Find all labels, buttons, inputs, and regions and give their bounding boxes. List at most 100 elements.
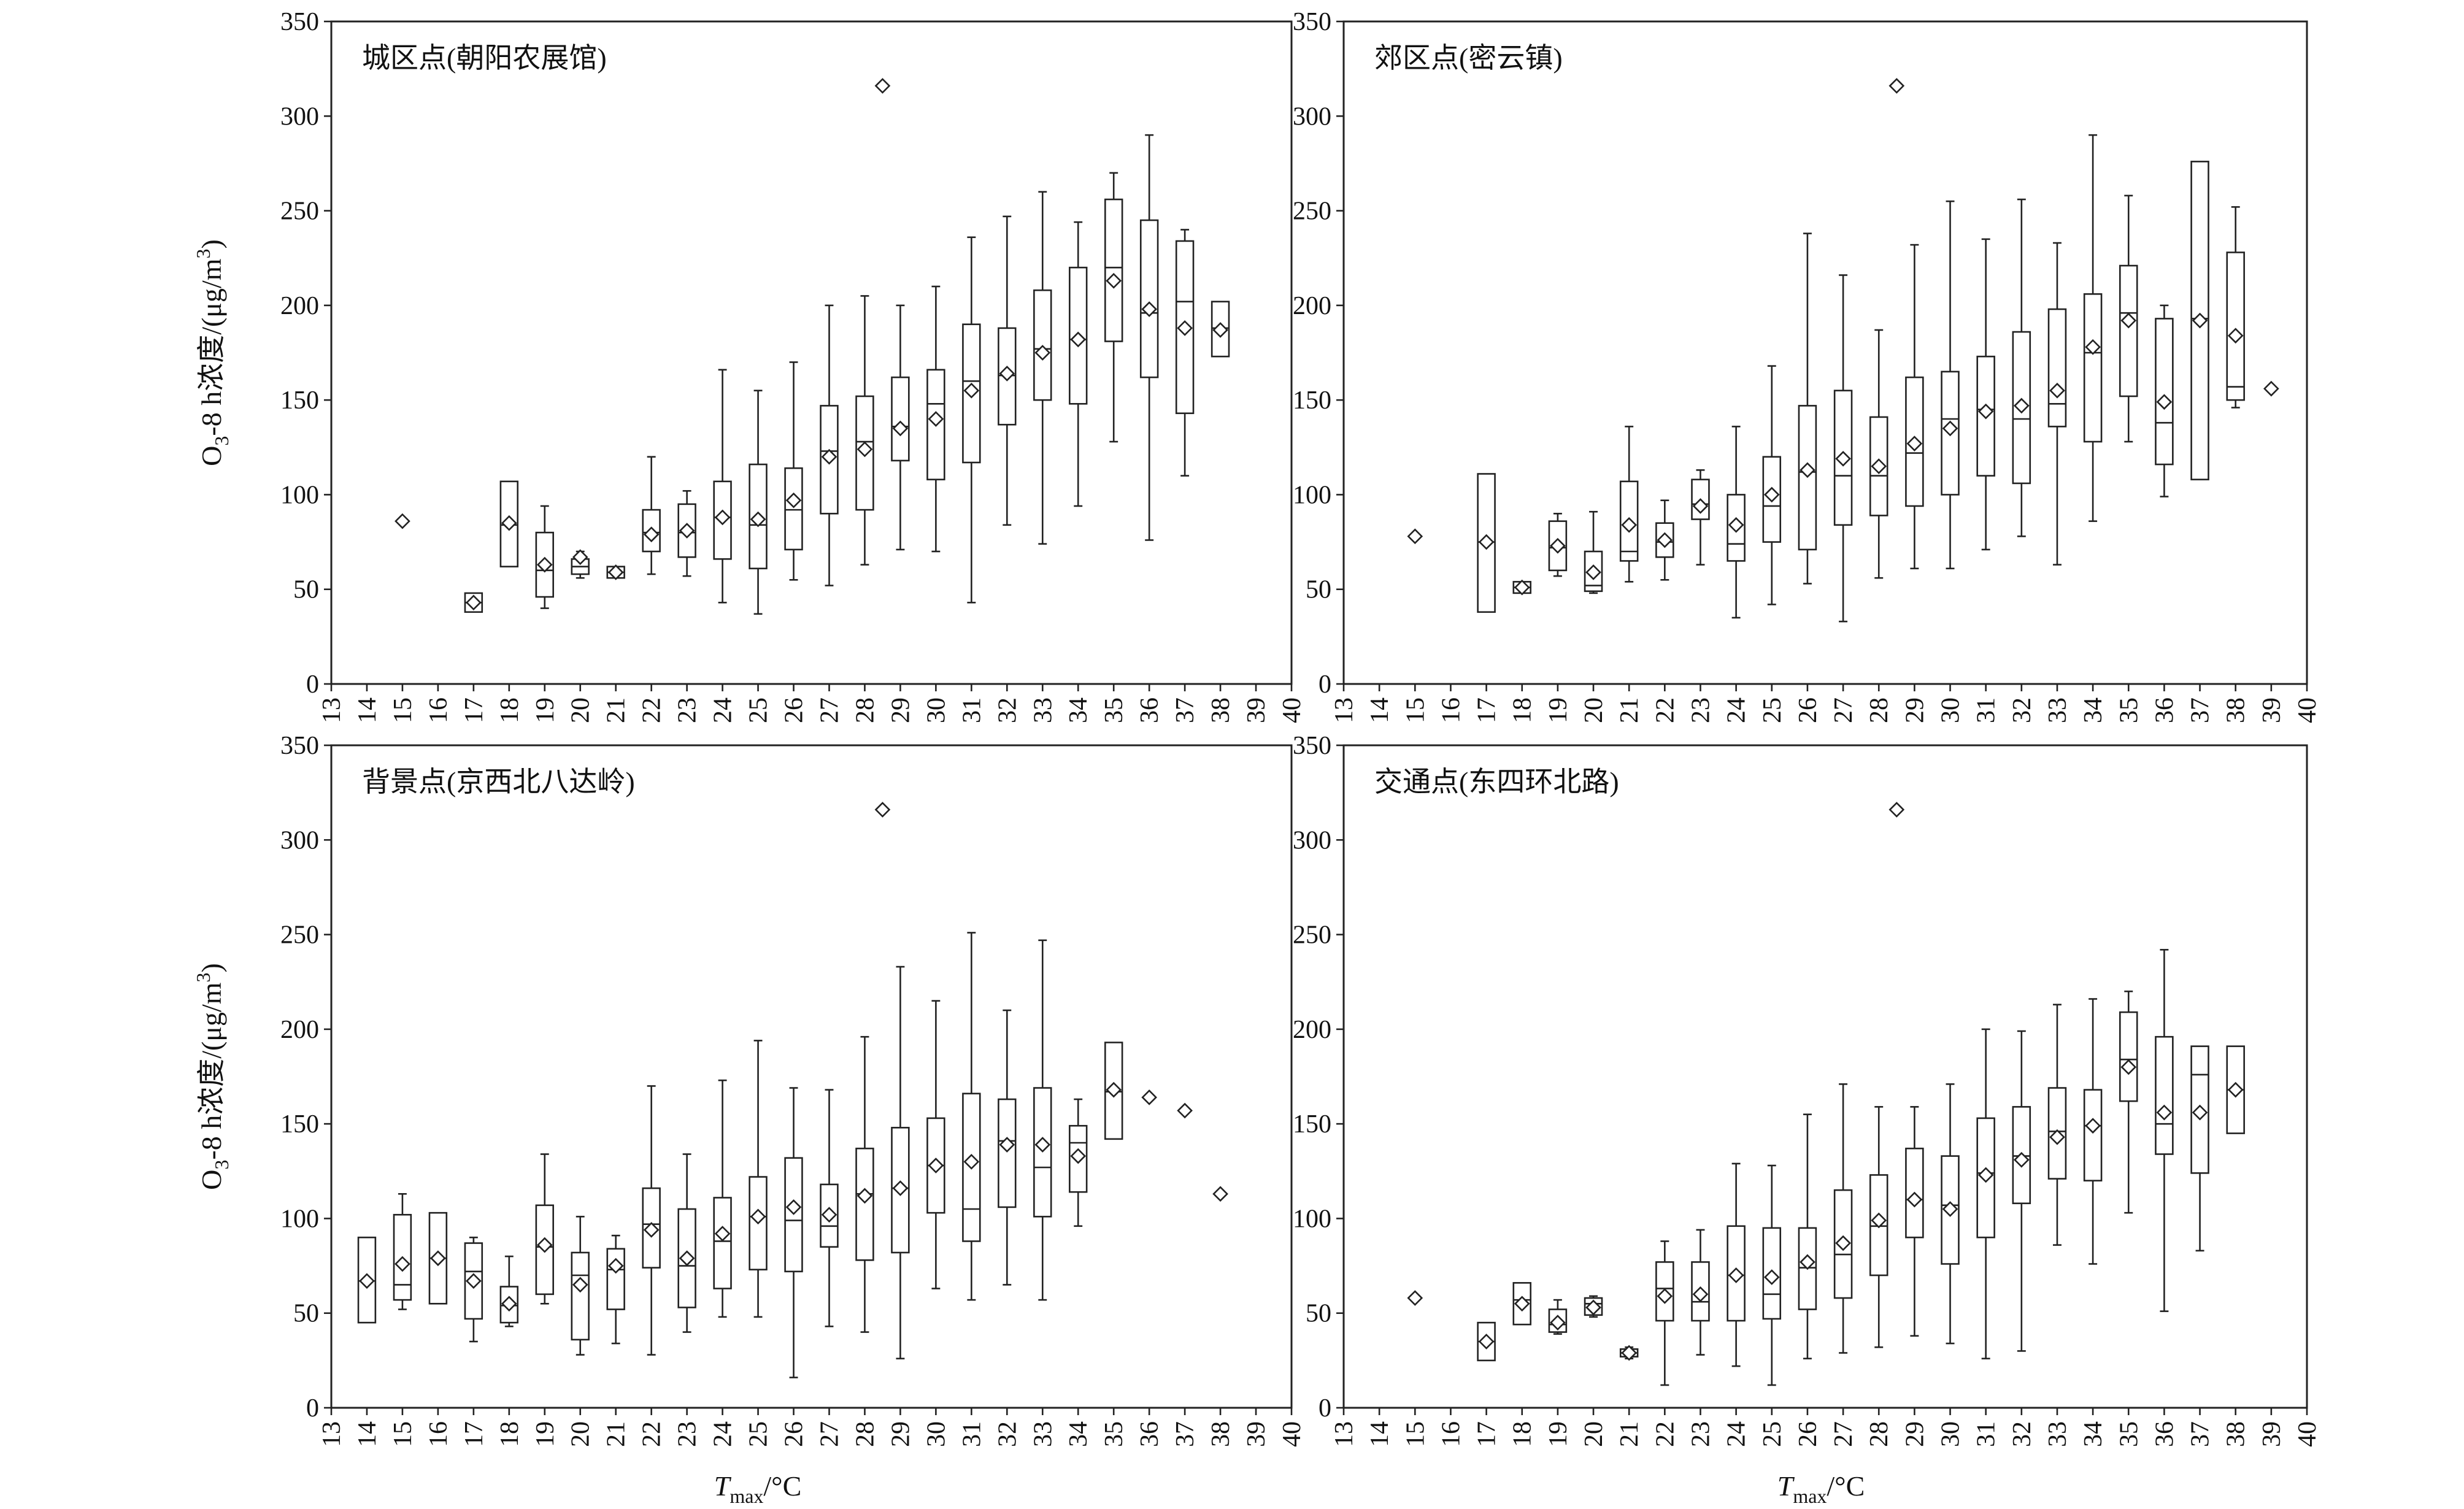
x-tick-label: 17 bbox=[460, 1421, 488, 1447]
box-plot-item bbox=[1941, 200, 1960, 570]
mean-marker bbox=[2192, 1104, 2208, 1121]
mean-marker bbox=[395, 1256, 410, 1272]
iqr-box bbox=[2119, 264, 2138, 397]
box-plot-item bbox=[571, 1216, 590, 1356]
x-tick-label: 27 bbox=[1830, 697, 1858, 723]
mean-marker bbox=[2013, 1151, 2030, 1168]
x-tick-label: 23 bbox=[674, 697, 702, 723]
x-tick-label: 31 bbox=[958, 697, 986, 723]
box-plot-item bbox=[1619, 426, 1639, 583]
x-tick-label: 23 bbox=[674, 1421, 702, 1447]
iqr-box bbox=[464, 1242, 483, 1320]
x-tick-label: 16 bbox=[425, 1421, 453, 1447]
box-plot-item bbox=[1691, 1229, 1710, 1356]
x-tick-label: 35 bbox=[2115, 1421, 2143, 1447]
mean-marker bbox=[1407, 528, 1423, 545]
x-tick-label: 31 bbox=[1973, 697, 2001, 723]
x-tick-label: 15 bbox=[389, 1421, 417, 1447]
x-tick-label: 33 bbox=[2044, 697, 2072, 723]
iqr-box bbox=[571, 1251, 590, 1341]
panel-title: 交通点(东四环北路) bbox=[1374, 766, 1619, 797]
mean-marker bbox=[928, 1158, 944, 1173]
x-tick-label: 16 bbox=[425, 697, 453, 723]
mean-marker bbox=[1692, 498, 1709, 514]
box-plot-item bbox=[1548, 1299, 1568, 1335]
box-plot-item bbox=[2226, 206, 2245, 409]
x-tick-label: 30 bbox=[1937, 697, 1965, 723]
mean-marker bbox=[643, 526, 660, 543]
x-tick-label: 26 bbox=[1794, 697, 1822, 723]
x-tick-label: 21 bbox=[1615, 1421, 1644, 1447]
box-plot-item bbox=[2263, 380, 2279, 397]
x-tick-label: 19 bbox=[531, 697, 560, 723]
box-plot-item bbox=[1584, 510, 1603, 594]
y-tick-label: 150 bbox=[280, 1110, 319, 1138]
box-plot-item bbox=[998, 215, 1017, 526]
x-tick-label: 39 bbox=[1242, 697, 1271, 723]
box-plot-item bbox=[926, 285, 945, 553]
x-tick-label: 23 bbox=[1687, 1421, 1715, 1447]
x-tick-label: 40 bbox=[2293, 697, 2322, 723]
x-axis-title-right: Tmax/°C bbox=[1777, 1470, 1865, 1507]
x-tick-label: 38 bbox=[2222, 697, 2250, 723]
mean-marker bbox=[679, 1250, 695, 1267]
mean-marker bbox=[1763, 1269, 1780, 1285]
box-plot-item bbox=[428, 1211, 448, 1305]
x-tick-label: 18 bbox=[496, 697, 524, 723]
y-tick-label: 300 bbox=[280, 102, 319, 131]
x-tick-label: 13 bbox=[1330, 697, 1358, 723]
x-tick-label: 20 bbox=[567, 1421, 595, 1447]
box-plot-item bbox=[2119, 194, 2138, 443]
box-plot-item bbox=[606, 564, 625, 580]
mean-marker bbox=[643, 1222, 660, 1238]
iqr-box bbox=[2155, 318, 2174, 466]
box-plot-item bbox=[820, 304, 839, 586]
mean-marker bbox=[2120, 312, 2137, 329]
mean-marker bbox=[1212, 1186, 1228, 1202]
y-tick-label: 150 bbox=[280, 386, 319, 415]
x-tick-label: 37 bbox=[1171, 1421, 1199, 1447]
x-tick-label: 33 bbox=[2044, 1421, 2072, 1447]
y-tick-label: 150 bbox=[1293, 1110, 1331, 1138]
box-plot-item bbox=[464, 1236, 483, 1343]
x-tick-label: 25 bbox=[1758, 1421, 1787, 1447]
iqr-box bbox=[1905, 1147, 1924, 1238]
box-plot-item bbox=[1833, 274, 1853, 623]
x-tick-label: 13 bbox=[1330, 1421, 1358, 1447]
x-tick-label: 39 bbox=[2258, 1421, 2286, 1447]
box-plot-item bbox=[1104, 172, 1123, 443]
iqr-box bbox=[642, 509, 661, 553]
x-tick-label: 26 bbox=[780, 1421, 809, 1447]
x-tick-label: 37 bbox=[1171, 697, 1199, 723]
box-plot-item bbox=[1905, 244, 1924, 570]
x-tick-label: 39 bbox=[1242, 1421, 1271, 1447]
box-plot-item bbox=[535, 1153, 554, 1305]
box-plot-item bbox=[393, 1193, 412, 1310]
mean-marker bbox=[1514, 1296, 1530, 1312]
panel-title: 背景点(京西北八达岭) bbox=[362, 766, 635, 797]
box-plot-item bbox=[2047, 1004, 2067, 1246]
box-plot-item bbox=[2190, 1045, 2209, 1252]
mean-marker bbox=[607, 564, 624, 580]
iqr-box bbox=[926, 369, 945, 481]
box-plot-item bbox=[2155, 304, 2174, 497]
x-tick-label: 28 bbox=[851, 697, 879, 723]
mean-marker bbox=[892, 420, 909, 437]
chart-panel-2: 0 50 100 150 200 250 300 350 13 14 15 16 17 18 19 20 21 2… bbox=[1293, 8, 2322, 723]
x-tick-label: 18 bbox=[1509, 1421, 1537, 1447]
y-tick-label: 0 bbox=[1319, 670, 1331, 699]
y-tick-label: 50 bbox=[293, 1300, 319, 1328]
box-plot-item bbox=[1512, 579, 1531, 596]
iqr-box bbox=[2226, 252, 2245, 401]
y-tick-label: 200 bbox=[280, 1016, 319, 1044]
mean-marker bbox=[2120, 1059, 2137, 1075]
y-tick-label: 250 bbox=[280, 921, 319, 950]
iqr-box bbox=[713, 1197, 732, 1289]
mean-marker bbox=[1906, 436, 1923, 451]
iqr-box bbox=[1104, 198, 1123, 342]
x-tick-label: 36 bbox=[1136, 697, 1164, 723]
x-tick-label: 33 bbox=[1029, 1421, 1057, 1447]
x-tick-label: 17 bbox=[1473, 697, 1501, 723]
box-plot-item bbox=[1407, 1290, 1423, 1306]
box-plot-item bbox=[1691, 469, 1710, 566]
